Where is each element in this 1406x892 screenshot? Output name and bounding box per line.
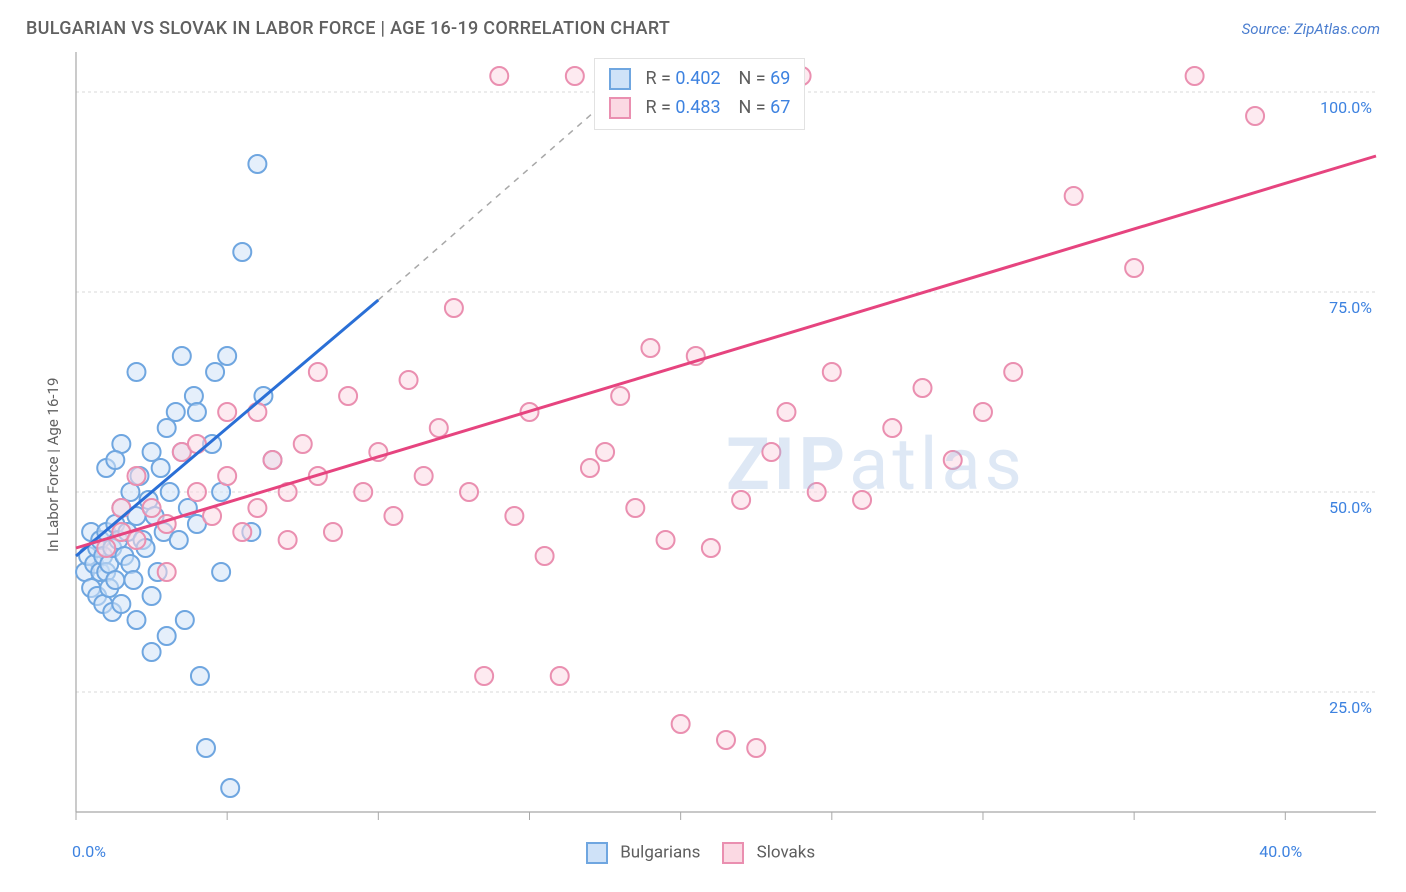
- n-value-slovaks: 67: [770, 97, 790, 118]
- chart-title: BULGARIAN VS SLOVAK IN LABOR FORCE | AGE…: [26, 18, 670, 39]
- legend-label-bulgarians: Bulgarians: [620, 842, 700, 862]
- r-value-slovaks: 0.483: [675, 97, 720, 118]
- y-axis-label: In Labor Force | Age 16-19: [44, 378, 62, 552]
- n-label: N =: [725, 68, 770, 89]
- swatch-bulgarians-bottom: [586, 842, 608, 864]
- correlation-legend: R = 0.402 N = 69 R = 0.483 N = 67: [594, 58, 805, 130]
- legend-row-slovaks: R = 0.483 N = 67: [609, 94, 790, 123]
- scatter-chart: [26, 52, 1380, 882]
- swatch-slovaks-bottom: [722, 842, 744, 864]
- x-tick-label: 40.0%: [1259, 842, 1302, 861]
- r-label: R =: [645, 68, 675, 89]
- n-label: N =: [725, 97, 770, 118]
- chart-source: Source: ZipAtlas.com: [1242, 20, 1380, 38]
- n-value-bulgarians: 69: [770, 68, 790, 89]
- legend-item-bulgarians: Bulgarians: [586, 842, 700, 864]
- y-tick-label: 25.0%: [1329, 698, 1372, 717]
- y-tick-label: 75.0%: [1329, 298, 1372, 317]
- legend-item-slovaks: Slovaks: [722, 842, 815, 864]
- legend-row-bulgarians: R = 0.402 N = 69: [609, 65, 790, 94]
- swatch-bulgarians: [609, 68, 631, 90]
- chart-header: BULGARIAN VS SLOVAK IN LABOR FORCE | AGE…: [0, 0, 1406, 49]
- chart-container: In Labor Force | Age 16-19 ZIPatlas R = …: [26, 52, 1380, 880]
- legend-label-slovaks: Slovaks: [757, 842, 816, 862]
- series-legend: Bulgarians Slovaks: [586, 842, 815, 864]
- y-tick-label: 100.0%: [1320, 98, 1372, 117]
- r-label: R =: [645, 97, 675, 118]
- x-tick-label: 0.0%: [72, 842, 106, 861]
- swatch-slovaks: [609, 97, 631, 119]
- y-tick-label: 50.0%: [1329, 498, 1372, 517]
- r-value-bulgarians: 0.402: [675, 68, 720, 89]
